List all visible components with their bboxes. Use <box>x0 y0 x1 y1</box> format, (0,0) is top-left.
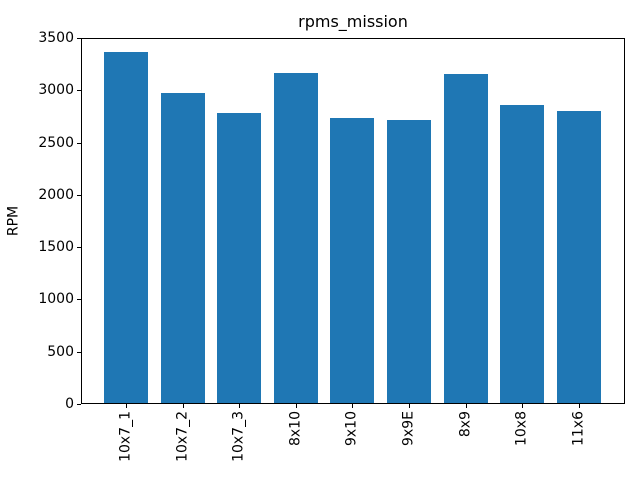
x-tick-mark <box>295 404 297 408</box>
y-tick-mark <box>77 247 81 249</box>
x-tick-label-10x7_3: 10x7_3 <box>230 411 247 462</box>
y-tick-label: 1500 <box>38 239 74 256</box>
bar-8x9 <box>443 74 488 403</box>
y-tick-mark <box>77 299 81 301</box>
y-tick-label: 3500 <box>38 30 74 46</box>
x-tick-label-10x7_1: 10x7_1 <box>117 411 134 462</box>
x-tick-mark <box>522 404 524 408</box>
x-tick-mark <box>352 404 354 408</box>
bar-11x6 <box>556 111 601 403</box>
plot-area <box>81 38 625 404</box>
x-tick-mark <box>182 404 184 408</box>
x-tick-label-9x9E: 9x9E <box>400 411 417 446</box>
x-tick-label-11x6: 11x6 <box>570 411 587 447</box>
x-tick-label-8x9: 8x9 <box>457 411 474 438</box>
x-tick-label-9x10: 9x10 <box>343 411 360 447</box>
x-tick-label-8x10: 8x10 <box>287 411 304 447</box>
x-tick-label-10x7_2: 10x7_2 <box>174 411 191 462</box>
bar-9x9E <box>387 120 431 403</box>
x-tick-mark <box>578 404 580 408</box>
y-axis-label: RPM <box>5 205 22 237</box>
bar-8x10 <box>273 73 318 403</box>
y-tick-label: 3000 <box>38 82 74 99</box>
y-tick-label: 500 <box>47 343 74 360</box>
y-tick-label: 2000 <box>38 186 74 203</box>
bar-10x7_1 <box>104 52 148 403</box>
y-tick-label: 1000 <box>38 291 74 308</box>
y-tick-mark <box>77 38 81 39</box>
chart-title: rpms_mission <box>298 12 408 31</box>
y-tick-mark <box>77 351 81 353</box>
y-tick-mark <box>77 194 81 196</box>
x-tick-label-10x8: 10x8 <box>513 411 530 447</box>
y-tick-label: 0 <box>65 396 74 412</box>
bar-9x10 <box>330 118 375 403</box>
bar-10x8 <box>500 105 545 403</box>
y-tick-mark <box>77 90 81 92</box>
y-tick-label: 2500 <box>38 134 74 151</box>
y-tick-mark <box>77 404 81 405</box>
x-tick-mark <box>409 404 410 408</box>
x-tick-mark <box>465 404 467 408</box>
x-tick-mark <box>126 404 127 408</box>
bar-10x7_3 <box>217 113 262 403</box>
y-tick-mark <box>77 142 81 144</box>
x-tick-mark <box>239 404 241 408</box>
bar-10x7_2 <box>160 93 205 403</box>
